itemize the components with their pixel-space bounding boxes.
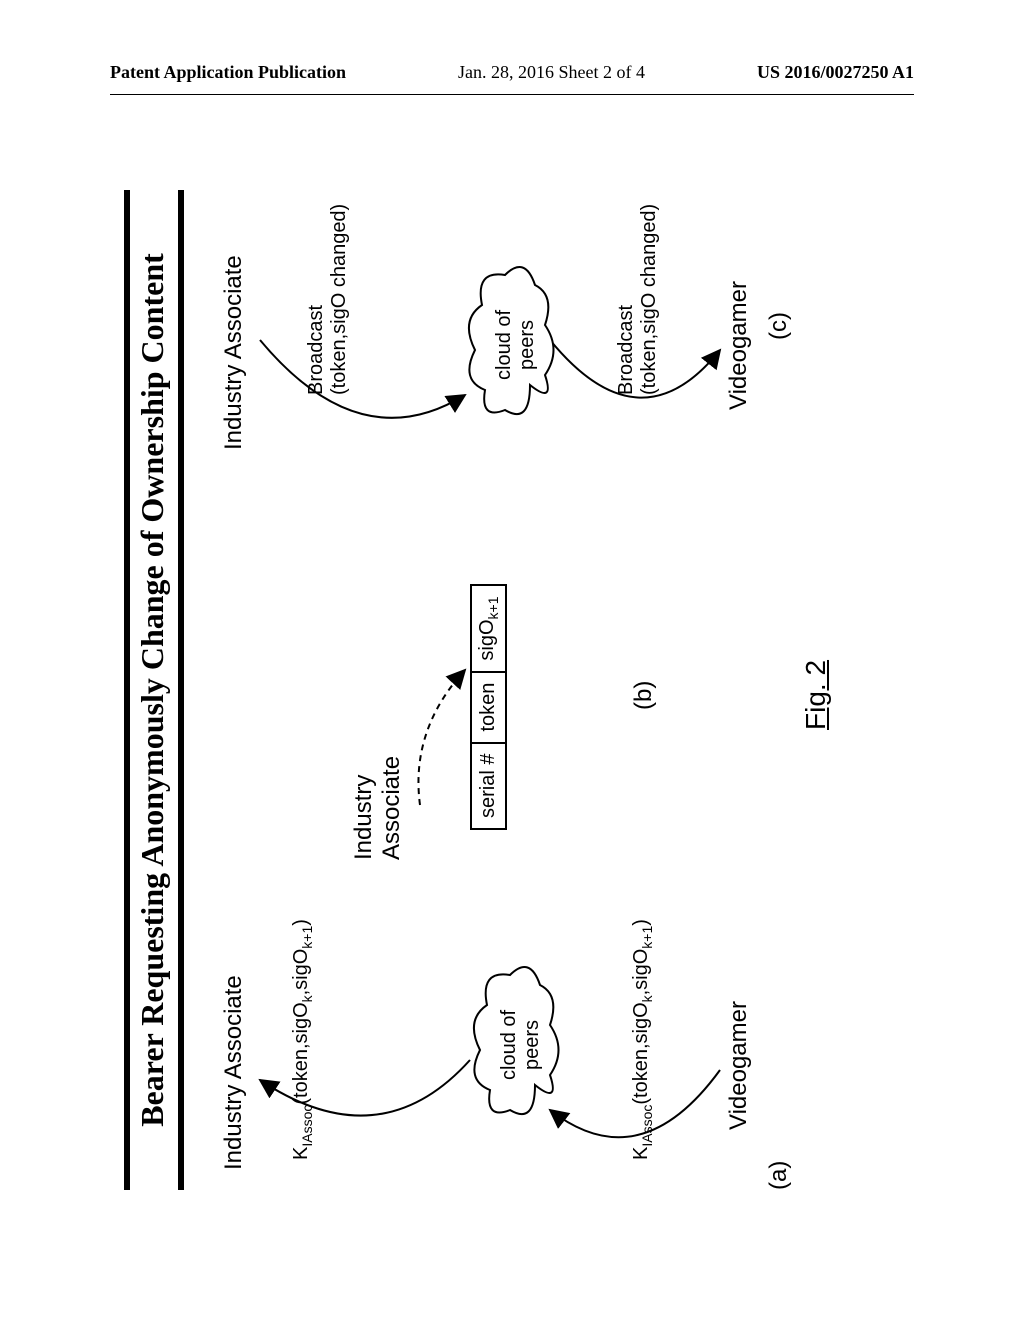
cell-token: token <box>471 672 506 743</box>
figure-caption: Fig. 2 <box>800 660 832 730</box>
panel-c: Industry Associate Broadcast(token,sigO … <box>220 160 780 500</box>
panel-b: IndustryAssociate serial # token sigOk+1… <box>350 520 630 860</box>
figure-title-bar: Bearer Requesting Anonymously Change of … <box>120 160 157 1220</box>
header-right: US 2016/0027250 A1 <box>757 62 914 83</box>
cell-sig: sigOk+1 <box>471 585 506 671</box>
token-table: serial # token sigOk+1 <box>470 584 507 830</box>
header-left: Patent Application Publication <box>110 62 346 83</box>
panel-c-caption: (c) <box>765 312 793 340</box>
panel-b-caption: (b) <box>630 681 658 710</box>
panel-c-msg-up: Broadcast(token,sigO changed) <box>305 204 351 395</box>
panel-c-cloud-label: cloud ofpeers <box>493 310 539 380</box>
panel-a-msg-up: KIAssoc(token,sigOk,sigOk+1) <box>290 919 315 1160</box>
figure-rotated: Bearer Requesting Anonymously Change of … <box>0 300 1024 1080</box>
title-rule-top <box>124 190 130 1190</box>
header-rule <box>110 94 914 95</box>
panel-c-bottom-role: Videogamer <box>725 281 753 410</box>
cell-serial: serial # <box>471 743 506 829</box>
panel-a-msg-down: KIAssoc(token,sigOk,sigOk+1) <box>630 919 655 1160</box>
title-rule-bottom <box>178 190 184 1190</box>
panel-a-cloud-label: cloud ofpeers <box>498 1010 544 1080</box>
panel-c-msg-down: Broadcast(token,sigO changed) <box>615 204 661 395</box>
header-center: Jan. 28, 2016 Sheet 2 of 4 <box>458 62 645 83</box>
panel-a-caption: (a) <box>765 1161 793 1190</box>
panel-a-bottom-role: Videogamer <box>725 1001 753 1130</box>
figure-title: Bearer Requesting Anonymously Change of … <box>134 235 171 1145</box>
panel-a: Industry Associate KIAssoc(token,sigOk,s… <box>220 880 780 1220</box>
